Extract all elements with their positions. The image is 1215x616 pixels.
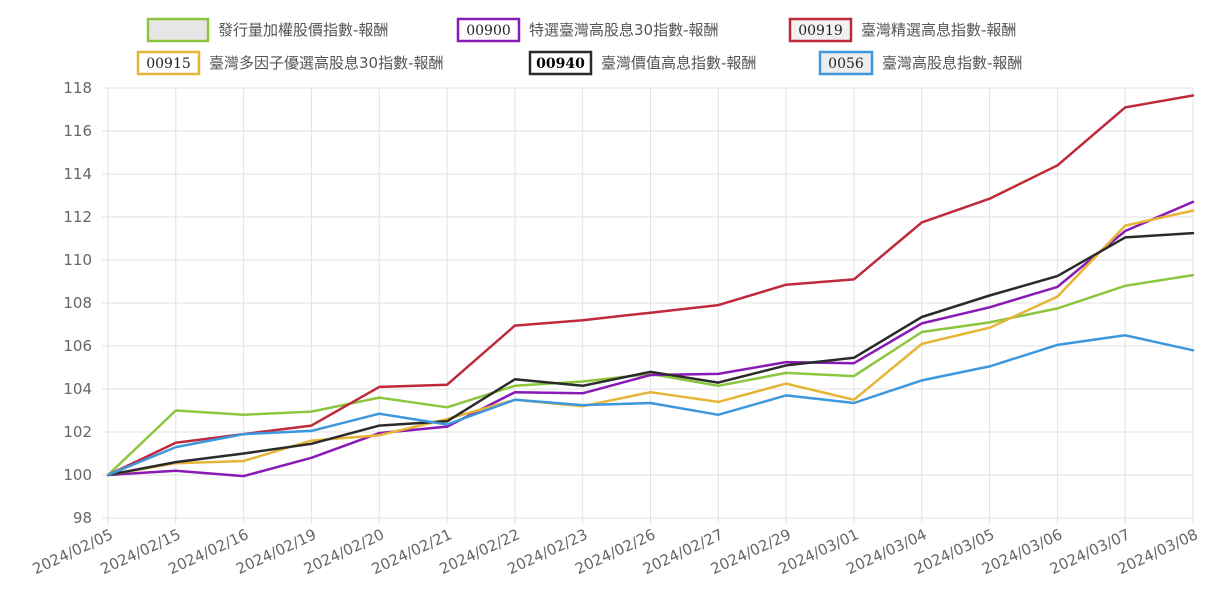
y-tick-label: 116 <box>63 122 92 140</box>
series-line-00940 <box>106 231 1195 477</box>
legend-swatch <box>528 50 593 76</box>
legend-label: 臺灣價值高息指數-報酬 <box>601 54 756 72</box>
legend: 發行量加權股價指數-報酬 00900 特選臺灣高股息30指數-報酬 00919 臺灣精選… <box>136 17 1022 76</box>
series-line-00900 <box>106 200 1195 478</box>
x-axis: 2024/02/052024/02/152024/02/162024/02/19… <box>30 525 1201 578</box>
legend-label: 臺灣精選高息指數-報酬 <box>861 21 1016 39</box>
y-tick-label: 102 <box>63 423 92 441</box>
series-lines <box>106 94 1195 478</box>
legend-label: 特選臺灣高股息30指數-報酬 <box>529 21 719 39</box>
y-tick-label: 104 <box>63 380 92 398</box>
y-axis: 98 100 102 104 106 108 110 112 114 116 118 <box>63 79 92 527</box>
legend-item[interactable]: 00940 臺灣價值高息指數-報酬 <box>528 50 756 76</box>
legend-label: 臺灣多因子優選高股息30指數-報酬 <box>209 54 444 72</box>
y-tick-label: 118 <box>63 79 92 97</box>
series-line-00919 <box>106 94 1195 477</box>
y-tick-label: 110 <box>63 251 92 269</box>
grid <box>102 87 1194 524</box>
legend-code: 00919 <box>798 23 843 39</box>
legend-code: 0056 <box>828 56 864 72</box>
legend-swatch <box>788 17 853 43</box>
legend-item[interactable]: 0056 臺灣高股息指數-報酬 <box>818 50 1022 76</box>
legend-code: 00915 <box>146 56 191 72</box>
y-tick-label: 100 <box>63 466 92 484</box>
legend-swatch <box>136 50 201 76</box>
legend-code: 00900 <box>466 23 511 39</box>
y-tick-label: 106 <box>63 337 92 355</box>
legend-swatch <box>456 17 521 43</box>
legend-swatch <box>818 50 874 76</box>
legend-item[interactable]: 00900 特選臺灣高股息30指數-報酬 <box>456 17 719 43</box>
legend-item[interactable]: 00919 臺灣精選高息指數-報酬 <box>788 17 1016 43</box>
y-tick-label: 114 <box>63 165 92 183</box>
y-tick-label: 108 <box>63 294 92 312</box>
legend-item[interactable]: 發行量加權股價指數-報酬 <box>146 17 388 43</box>
legend-label: 發行量加權股價指數-報酬 <box>218 21 388 39</box>
legend-item[interactable]: 00915 臺灣多因子優選高股息30指數-報酬 <box>136 50 444 76</box>
legend-swatch <box>146 17 210 43</box>
y-tick-label: 98 <box>73 509 92 527</box>
y-tick-label: 112 <box>63 208 92 226</box>
legend-code: 00940 <box>536 56 585 72</box>
series-line-0056 <box>106 334 1195 477</box>
legend-label: 臺灣高股息指數-報酬 <box>882 54 1022 72</box>
